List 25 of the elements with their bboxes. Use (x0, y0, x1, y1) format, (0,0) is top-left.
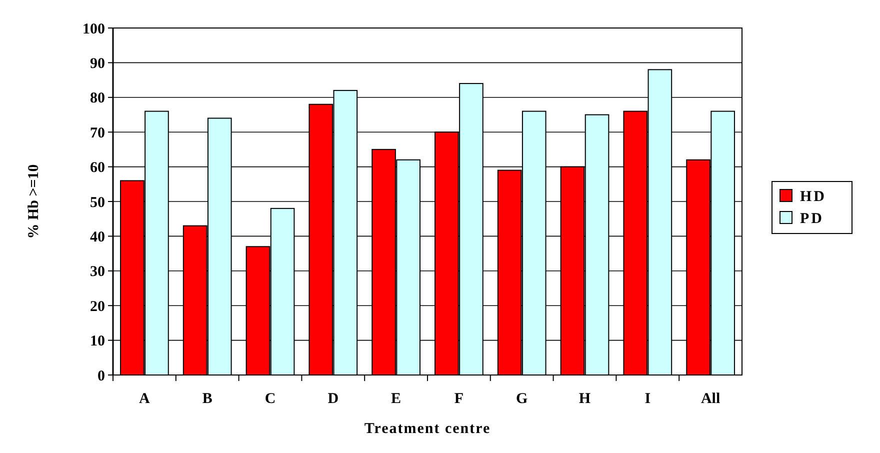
y-tick-label: 30 (90, 264, 105, 280)
y-tick-label: 0 (98, 368, 105, 384)
y-tick-label: 50 (90, 194, 105, 211)
x-tick-label: All (700, 391, 720, 407)
y-tick-label: 80 (90, 90, 105, 107)
x-tick-label: E (391, 391, 402, 407)
legend-label: HD (800, 188, 826, 205)
x-tick-label: B (202, 391, 212, 407)
y-tick-label: 10 (90, 334, 105, 350)
x-tick-label: A (139, 391, 150, 407)
y-tick-label: 20 (90, 298, 105, 315)
y-axis-title: % Hb >=10 (26, 164, 42, 239)
y-tick-label: 100 (82, 21, 105, 38)
x-axis-title: Treatment centre (364, 421, 491, 437)
y-tick-label: 90 (90, 56, 105, 72)
x-tick-label: H (578, 391, 591, 407)
x-tick-label: F (454, 391, 464, 407)
y-tick-label: 70 (90, 125, 105, 142)
x-tick-label: C (264, 391, 276, 407)
y-tick-label: 60 (90, 160, 105, 176)
x-tick-label: G (516, 391, 528, 407)
y-tick-label: 40 (90, 229, 105, 246)
x-tick-label: I (644, 391, 651, 407)
x-tick-label: D (328, 391, 339, 407)
legend-label: PD (800, 210, 824, 227)
